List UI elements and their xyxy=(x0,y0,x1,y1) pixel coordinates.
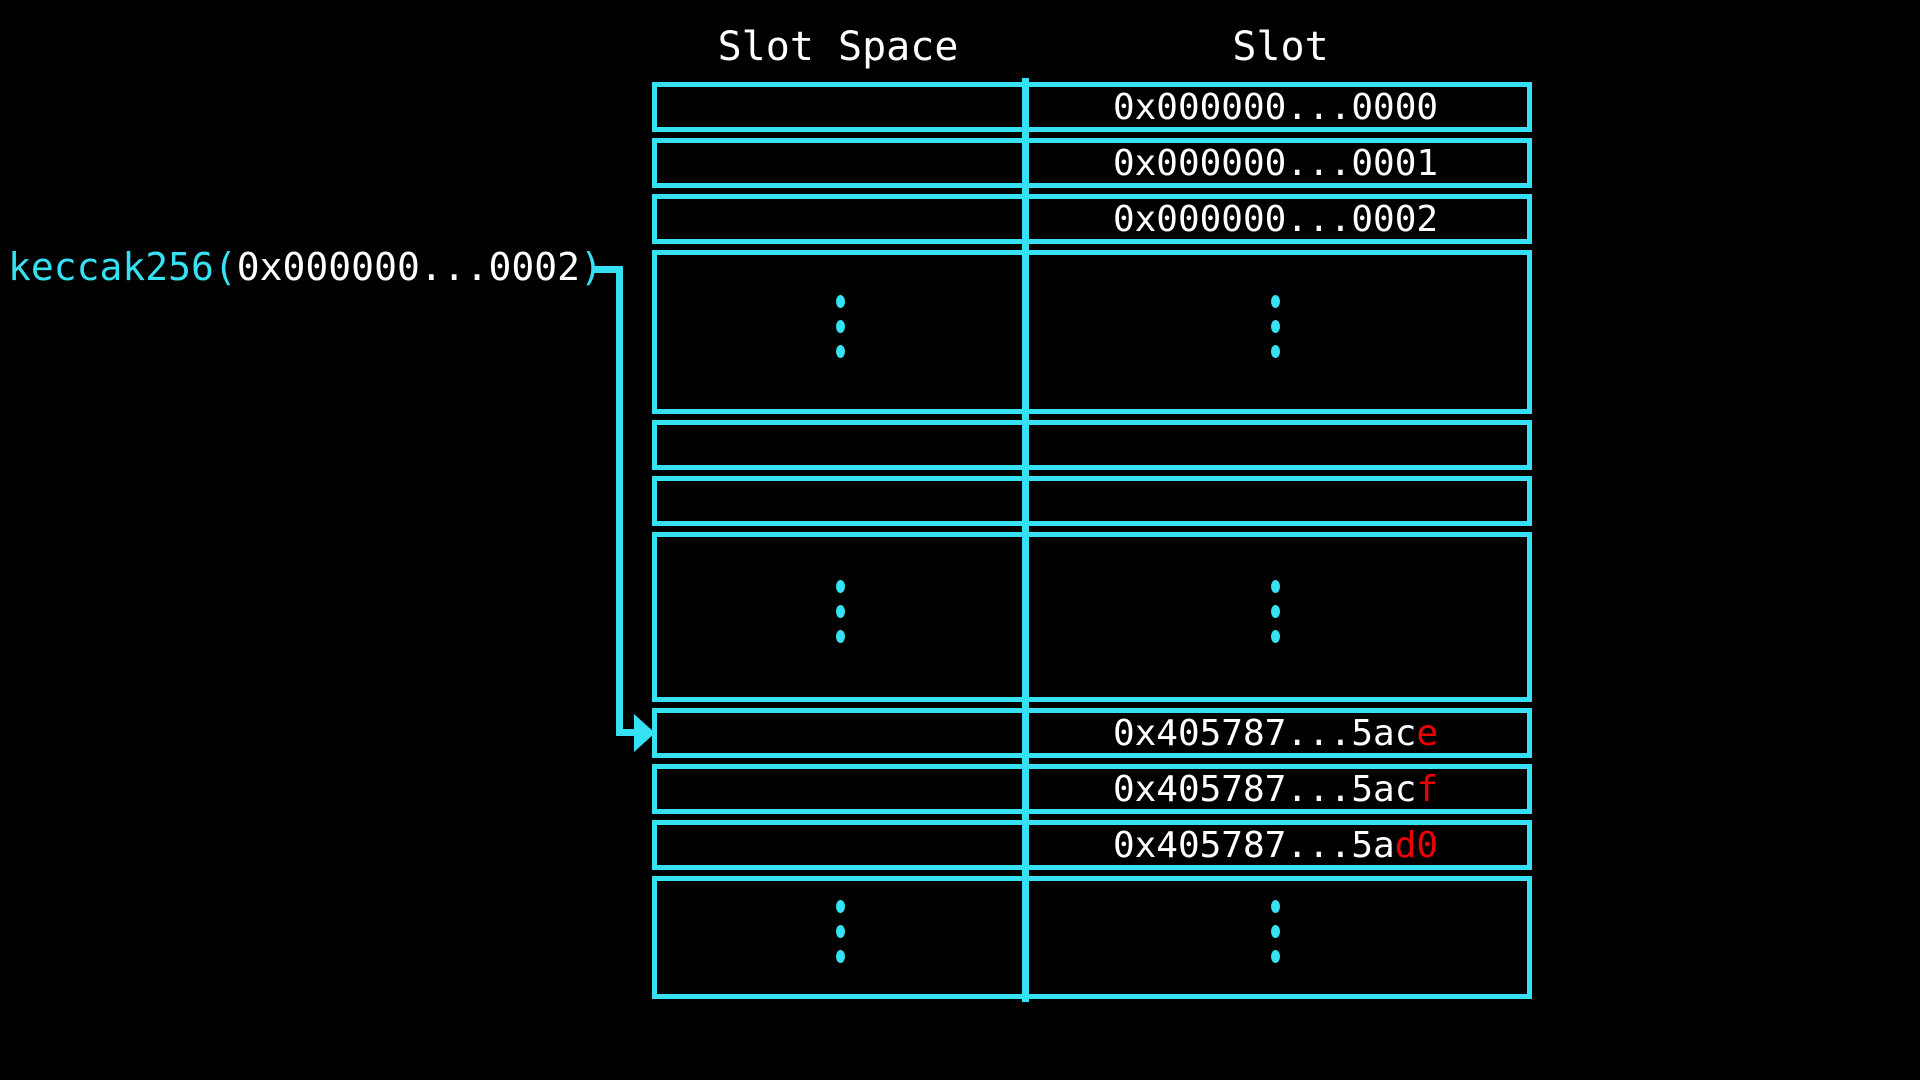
slot-value: 0x405787...5ac xyxy=(1112,712,1417,754)
slot-space-cell xyxy=(657,255,1024,409)
vertical-ellipsis-icon xyxy=(1271,579,1280,643)
slot-space-cell xyxy=(657,87,1024,127)
slot-space-cell xyxy=(657,537,1024,697)
slot-value: 0x000000...0001 xyxy=(1112,142,1439,184)
slot-space-cell xyxy=(657,199,1024,239)
slot-cell xyxy=(1024,255,1527,409)
column-header-slot: Slot xyxy=(1232,24,1329,70)
slot-value: 0x000000...0000 xyxy=(1112,86,1439,128)
table-row: 0x000000...0001 xyxy=(652,138,1532,188)
table-row: 0x405787...5a d0 xyxy=(652,820,1532,870)
slot-value-highlight: e xyxy=(1416,712,1439,754)
slot-cell xyxy=(1024,881,1527,994)
vertical-ellipsis-icon xyxy=(836,900,845,963)
arrow-segment-horizontal-top xyxy=(592,266,623,273)
slot-cell: 0x405787...5a d0 xyxy=(1024,824,1527,866)
vertical-ellipsis-icon xyxy=(836,294,845,358)
table-row-empty xyxy=(652,420,1532,470)
arrow-segment-vertical xyxy=(616,266,623,736)
slot-cell xyxy=(1024,537,1527,697)
table-row: 0x405787...5ac f xyxy=(652,764,1532,814)
table-row-ellipsis xyxy=(652,876,1532,999)
slot-cell: 0x405787...5ac e xyxy=(1024,712,1527,754)
slot-cell: 0x000000...0001 xyxy=(1024,142,1527,184)
slot-value-highlight: d0 xyxy=(1394,824,1439,866)
keccak-function-name: keccak256 xyxy=(8,245,214,289)
slot-value: 0x405787...5a xyxy=(1112,824,1395,866)
slot-cell xyxy=(1024,425,1527,465)
slot-table: 0x000000...0000 0x000000...0001 0x000000… xyxy=(652,82,1532,999)
slot-space-cell xyxy=(657,425,1024,465)
column-divider-line xyxy=(1022,78,1029,1002)
keccak-argument: 0x000000...0002 xyxy=(236,245,580,289)
slot-cell: 0x000000...0002 xyxy=(1024,198,1527,240)
vertical-ellipsis-icon xyxy=(836,579,845,643)
slot-value: 0x405787...5ac xyxy=(1112,768,1417,810)
table-row-empty xyxy=(652,476,1532,526)
slot-space-cell xyxy=(657,713,1024,753)
table-row: 0x000000...0002 xyxy=(652,194,1532,244)
arrow-segment-horizontal-bottom xyxy=(616,729,638,736)
table-row: 0x000000...0000 xyxy=(652,82,1532,132)
slot-space-cell xyxy=(657,481,1024,521)
vertical-ellipsis-icon xyxy=(1271,294,1280,358)
slot-value: 0x000000...0002 xyxy=(1112,198,1439,240)
keccak-annotation: keccak256(0x000000...0002) xyxy=(8,244,603,290)
slot-cell: 0x405787...5ac f xyxy=(1024,768,1527,810)
slot-space-cell xyxy=(657,769,1024,809)
slot-space-cell xyxy=(657,143,1024,183)
arrow-head-icon xyxy=(634,714,655,752)
table-row-ellipsis xyxy=(652,250,1532,414)
table-row-ellipsis xyxy=(652,532,1532,702)
column-header-slot-space: Slot Space xyxy=(717,24,959,70)
table-row: 0x405787...5ac e xyxy=(652,708,1532,758)
slot-cell xyxy=(1024,481,1527,521)
slot-space-cell xyxy=(657,881,1024,994)
slot-cell: 0x000000...0000 xyxy=(1024,86,1527,128)
keccak-close-paren: ) xyxy=(580,245,603,289)
slot-value-highlight: f xyxy=(1416,768,1439,810)
keccak-open-paren: ( xyxy=(213,245,237,289)
vertical-ellipsis-icon xyxy=(1271,900,1280,963)
slot-space-cell xyxy=(657,825,1024,865)
